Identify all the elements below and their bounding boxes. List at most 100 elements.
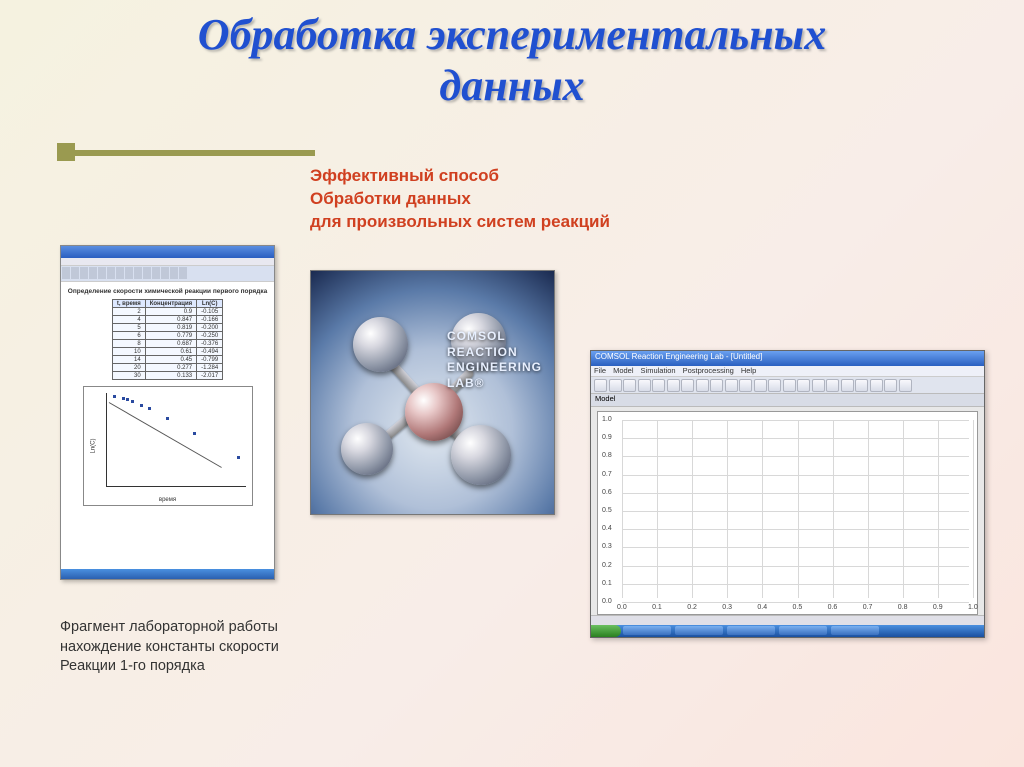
toolbar-icon[interactable] (783, 379, 796, 392)
table-cell: 4 (112, 316, 145, 324)
comsol-logo-text: COMSOL REACTION ENGINEERING LAB® (447, 329, 542, 391)
gridline (903, 420, 904, 598)
menu-item[interactable]: Simulation (641, 366, 676, 376)
excel-content: Определение скорости химической реакции … (61, 282, 274, 510)
toolbar-icon[interactable] (594, 379, 607, 392)
toolbar-icon[interactable] (681, 379, 694, 392)
gridline (622, 584, 969, 585)
x-tick-label: 0.3 (722, 604, 732, 611)
gridline (622, 566, 969, 567)
subtitle-block: Эффективный способ Обработки данных для … (310, 165, 610, 234)
gridline (622, 420, 969, 421)
table-cell: -0.250 (197, 332, 223, 340)
x-tick-label: 0.9 (933, 604, 943, 611)
caption-line1: Фрагмент лабораторной работы (60, 619, 278, 635)
gridline (622, 547, 969, 548)
scatter-point (131, 400, 134, 403)
taskbar-item[interactable] (675, 626, 723, 635)
toolbar-icon[interactable] (855, 379, 868, 392)
table-cell: 0.9 (145, 308, 196, 316)
taskbar-item[interactable] (831, 626, 879, 635)
table-cell: -0.494 (197, 348, 223, 356)
excel-scatter-chart: Ln(C) время (83, 386, 253, 506)
table-row: 20.9-0.105 (112, 308, 222, 316)
toolbar-icon[interactable] (739, 379, 752, 392)
gridline (622, 438, 969, 439)
table-cell: -0.799 (197, 356, 223, 364)
atom-icon (353, 317, 408, 372)
app-statusbar (591, 615, 984, 625)
taskbar-item[interactable] (727, 626, 775, 635)
toolbar-icon[interactable] (768, 379, 781, 392)
toolbar-icon[interactable] (667, 379, 680, 392)
title-line1: Обработка экспериментальных (198, 10, 826, 59)
accent-square (57, 143, 75, 161)
atom-icon (341, 423, 393, 475)
y-tick-label: 0.4 (602, 525, 612, 532)
table-cell: 0.847 (145, 316, 196, 324)
toolbar-icon[interactable] (638, 379, 651, 392)
x-tick-label: 0.1 (652, 604, 662, 611)
gridline (657, 420, 658, 598)
y-tick-label: 1.0 (602, 416, 612, 423)
scatter-point (193, 432, 196, 435)
x-tick-label: 0.7 (863, 604, 873, 611)
excel-titlebar (61, 246, 274, 258)
toolbar-icon[interactable] (696, 379, 709, 392)
subtitle-line2: Обработки данных (310, 189, 471, 208)
scatter-point (140, 404, 143, 407)
gridline (692, 420, 693, 598)
menu-item[interactable]: Help (741, 366, 756, 376)
toolbar-icon[interactable] (826, 379, 839, 392)
toolbar-icon[interactable] (797, 379, 810, 392)
menu-item[interactable]: File (594, 366, 606, 376)
toolbar-icon[interactable] (899, 379, 912, 392)
start-button[interactable] (591, 625, 621, 637)
table-cell: -0.376 (197, 340, 223, 348)
gridline (868, 420, 869, 598)
y-tick-label: 0.0 (602, 598, 612, 605)
gridline (762, 420, 763, 598)
excel-sheet-heading: Определение скорости химической реакции … (65, 288, 270, 295)
table-header: t, время (112, 300, 145, 308)
table-row: 40.847-0.166 (112, 316, 222, 324)
taskbar-item[interactable] (779, 626, 827, 635)
table-header: Ln(C) (197, 300, 223, 308)
toolbar-icon[interactable] (623, 379, 636, 392)
toolbar-icon[interactable] (710, 379, 723, 392)
toolbar-icon[interactable] (609, 379, 622, 392)
comsol-text-line: ENGINEERING (447, 360, 542, 374)
comsol-text-line: COMSOL (447, 329, 506, 343)
taskbar-item[interactable] (623, 626, 671, 635)
toolbar-icon[interactable] (884, 379, 897, 392)
subtitle-line3: для произвольных систем реакций (310, 212, 610, 231)
gridline (622, 456, 969, 457)
app-tab[interactable]: Model (595, 394, 615, 406)
toolbar-icon[interactable] (652, 379, 665, 392)
toolbar-icon[interactable] (841, 379, 854, 392)
gridline (622, 493, 969, 494)
y-tick-label: 0.6 (602, 489, 612, 496)
menu-item[interactable]: Postprocessing (683, 366, 734, 376)
comsol-text-line: REACTION (447, 345, 518, 359)
gridline (798, 420, 799, 598)
excel-menubar (61, 258, 274, 266)
table-cell: 0.133 (145, 372, 196, 380)
title-line2: данных (439, 61, 584, 110)
x-tick-label: 0.5 (793, 604, 803, 611)
chart-trendline (108, 402, 221, 468)
table-cell: 0.819 (145, 324, 196, 332)
gridline (622, 475, 969, 476)
toolbar-icon[interactable] (870, 379, 883, 392)
y-tick-label: 0.5 (602, 507, 612, 514)
table-cell: 0.45 (145, 356, 196, 364)
app-plot-area: 0.00.00.10.10.20.20.30.30.40.40.50.50.60… (597, 411, 978, 615)
toolbar-icon[interactable] (754, 379, 767, 392)
table-row: 140.45-0.799 (112, 356, 222, 364)
gridline (622, 511, 969, 512)
caption-line3: Реакции 1-го порядка (60, 658, 205, 674)
toolbar-icon[interactable] (725, 379, 738, 392)
toolbar-icon[interactable] (812, 379, 825, 392)
y-tick-label: 0.3 (602, 543, 612, 550)
menu-item[interactable]: Model (613, 366, 633, 376)
